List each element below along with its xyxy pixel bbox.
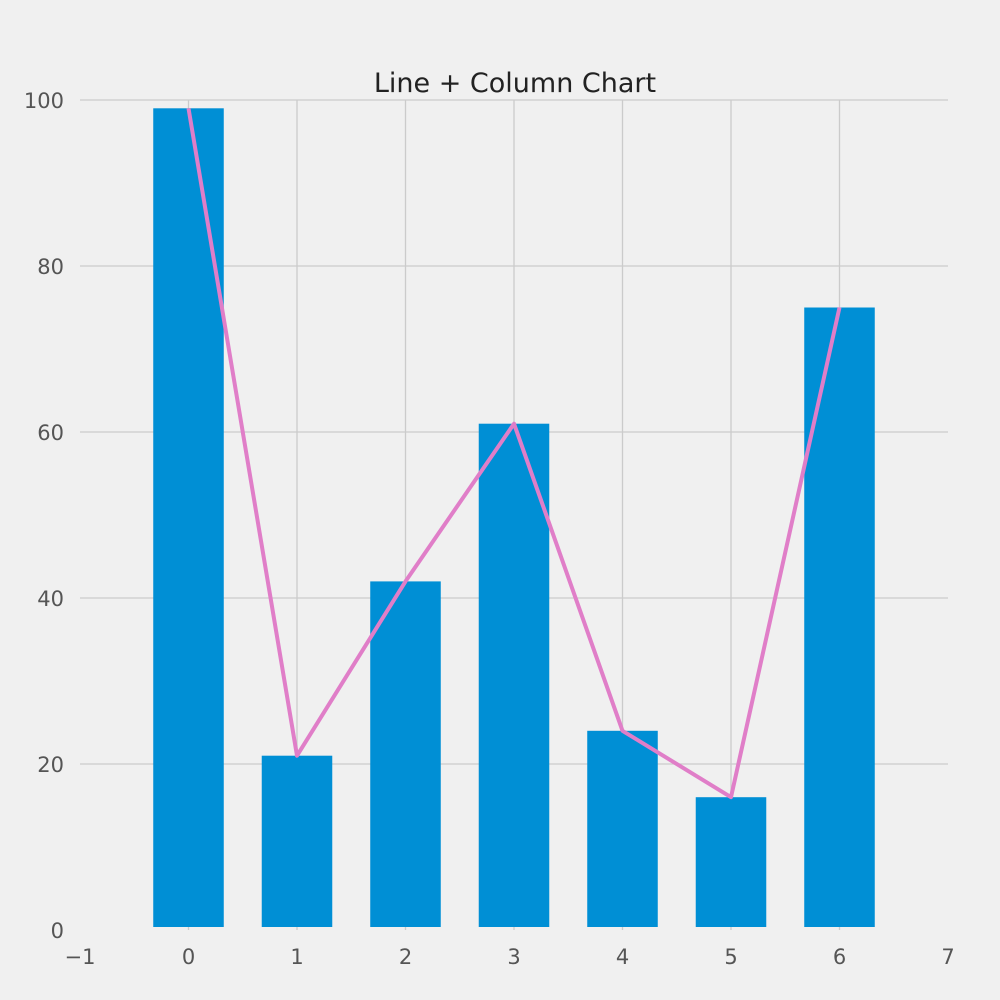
x-tick-label: 1 [290,945,303,969]
x-tick-label: 3 [507,945,520,969]
bar [261,755,333,927]
y-tick-label: 20 [37,753,64,777]
x-tick-label: 2 [399,945,412,969]
y-tick-label: 80 [37,255,64,279]
y-tick-label: 100 [24,89,64,113]
bar [695,797,767,927]
line-path [186,107,842,800]
x-tick-label: 5 [724,945,737,969]
x-tick-label: −1 [65,945,96,969]
bar [587,730,658,927]
bar [804,307,875,927]
x-tick-label: 6 [833,945,846,969]
bar [153,108,224,928]
line-series [186,107,842,800]
chart-title: Line + Column Chart [374,68,656,99]
bar-series [153,108,875,928]
bar [478,423,550,927]
x-tick-label: 0 [182,945,195,969]
x-tick-label: 4 [616,945,629,969]
y-tick-label: 60 [37,421,64,445]
y-axis-ticks: 0 20 40 60 80 100 [24,89,64,943]
y-tick-label: 40 [37,587,64,611]
x-axis-ticks: −1 0 1 2 3 4 5 6 7 [65,945,955,969]
y-tick-label: 0 [51,919,64,943]
x-tick-label: 7 [941,945,954,969]
bar [370,581,441,927]
